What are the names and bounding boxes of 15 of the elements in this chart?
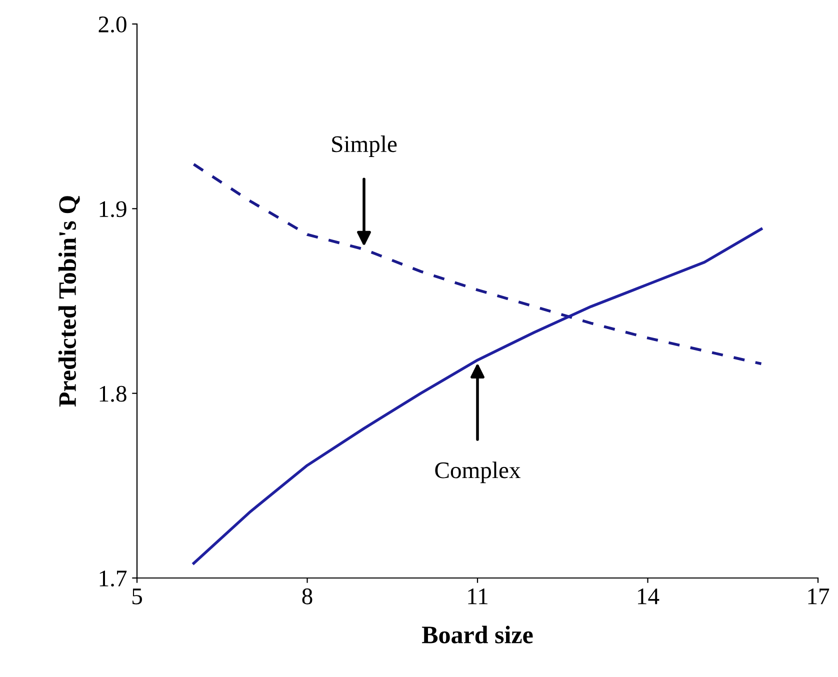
y-tick-label: 2.0	[98, 16, 126, 33]
y-axis-title: Predicted Tobin's Q	[58, 196, 80, 407]
y-tick-label: 1.8	[100, 386, 126, 402]
x-tick-label: 11	[468, 588, 488, 604]
x-tick-label: 17	[808, 588, 830, 604]
y-tick-label: 1.7	[100, 570, 127, 587]
line-series	[192, 162, 763, 366]
x-tick-label: 14	[638, 588, 660, 604]
annotation: Simple	[332, 136, 397, 157]
x-axis-title: Board size	[422, 626, 533, 644]
x-tick-label: 5	[132, 588, 142, 604]
y-tick-label: 1.9	[100, 201, 126, 218]
x-tick-label: 8	[302, 588, 312, 604]
annotation: Complex	[435, 462, 520, 484]
line-series	[192, 228, 763, 565]
